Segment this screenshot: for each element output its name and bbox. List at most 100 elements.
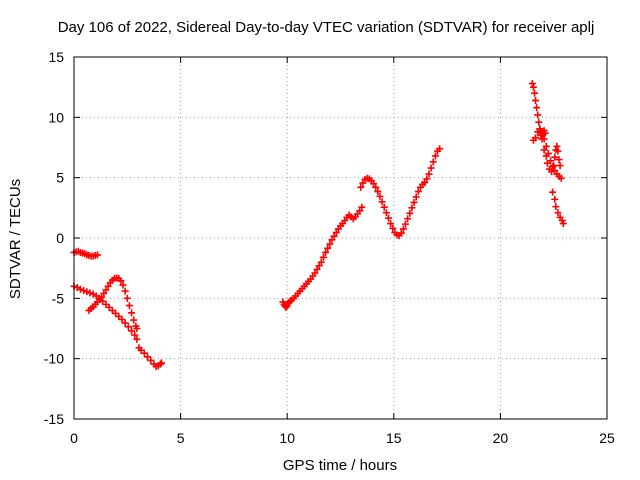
data-point <box>542 142 550 150</box>
data-point <box>533 104 541 112</box>
data-point <box>315 262 323 270</box>
data-point <box>550 162 558 170</box>
data-point <box>317 258 325 266</box>
data-point <box>100 290 108 298</box>
data-point <box>119 281 127 289</box>
data-point <box>387 220 395 228</box>
data-point <box>551 195 559 203</box>
data-point <box>140 349 148 357</box>
data-point <box>118 315 126 323</box>
data-point <box>427 164 435 172</box>
data-point <box>128 327 136 335</box>
data-point <box>535 118 543 126</box>
data-point <box>408 204 416 212</box>
data-point <box>98 293 106 301</box>
data-point <box>389 224 397 232</box>
data-point <box>429 158 437 166</box>
data-point <box>326 240 334 248</box>
data-point <box>374 188 382 196</box>
y-tick-label: 10 <box>48 109 64 125</box>
x-tick-label: 25 <box>599 430 615 446</box>
data-point <box>542 152 550 160</box>
data-point <box>357 183 365 191</box>
data-point <box>384 214 392 222</box>
chart-title: Day 106 of 2022, Sidereal Day-to-day VTE… <box>58 19 595 36</box>
data-point <box>556 162 564 170</box>
data-point <box>402 220 410 228</box>
data-point <box>552 203 560 211</box>
data-point <box>117 277 125 285</box>
data-point <box>548 168 556 176</box>
data-point <box>125 302 133 310</box>
data-point <box>311 269 319 277</box>
data-point <box>421 178 429 186</box>
data-point <box>102 286 110 294</box>
data-point <box>319 253 327 261</box>
data-point <box>332 229 340 237</box>
data-point <box>531 89 539 97</box>
x-tick-label: 10 <box>279 430 295 446</box>
data-point <box>144 353 152 361</box>
data-point <box>559 220 567 228</box>
data-point <box>431 152 439 160</box>
data-point <box>532 134 540 142</box>
data-point <box>380 203 388 211</box>
data-point <box>156 360 164 368</box>
axis-ticks: 0 5 10 15 20 25 -15 -10 -5 0 5 10 15 <box>44 49 615 446</box>
y-tick-label: 5 <box>56 170 64 186</box>
data-point <box>528 80 536 88</box>
data-point <box>404 215 412 223</box>
data-point <box>372 183 380 191</box>
data-point <box>324 244 332 252</box>
data-point <box>104 282 112 290</box>
data-point <box>412 193 420 201</box>
data-point <box>93 251 101 259</box>
data-point <box>554 147 562 155</box>
data-point <box>536 125 544 133</box>
data-point <box>358 203 366 211</box>
data-point <box>378 198 386 206</box>
data-point <box>406 209 414 217</box>
data-point <box>551 153 559 161</box>
data-point <box>328 236 336 244</box>
y-tick-label: -15 <box>44 411 64 427</box>
data-point <box>414 188 422 196</box>
data-point <box>356 207 364 215</box>
data-point <box>370 180 378 188</box>
x-axis-label: GPS time / hours <box>283 457 397 474</box>
data-point <box>543 159 551 167</box>
y-tick-label: 0 <box>56 230 64 246</box>
data-point <box>157 359 165 367</box>
data-point <box>130 316 138 324</box>
data-point <box>322 248 330 256</box>
y-tick-label: 15 <box>48 49 64 65</box>
data-point <box>121 319 129 327</box>
data-point <box>557 174 565 182</box>
data-point <box>423 175 431 183</box>
data-point <box>534 111 542 119</box>
data-point <box>76 285 84 293</box>
y-tick-label: -10 <box>44 351 64 367</box>
data-point <box>86 289 94 297</box>
data-point <box>532 96 540 104</box>
x-tick-label: 15 <box>386 430 402 446</box>
data-point <box>553 142 561 150</box>
data-point <box>330 232 338 240</box>
data-point <box>529 83 537 91</box>
data-point <box>540 146 548 154</box>
data-point <box>133 325 141 332</box>
data-point <box>538 129 546 137</box>
x-tick-label: 20 <box>493 430 509 446</box>
data-point <box>128 309 136 317</box>
data-point <box>313 265 321 273</box>
data-point <box>551 166 559 174</box>
data-point <box>83 288 91 296</box>
data-point <box>397 229 405 237</box>
data-point <box>410 198 418 206</box>
data-points <box>70 80 567 371</box>
x-tick-label: 5 <box>177 430 185 446</box>
data-point <box>80 286 88 294</box>
data-point <box>359 179 367 187</box>
data-point <box>121 287 129 295</box>
data-point <box>123 294 131 302</box>
